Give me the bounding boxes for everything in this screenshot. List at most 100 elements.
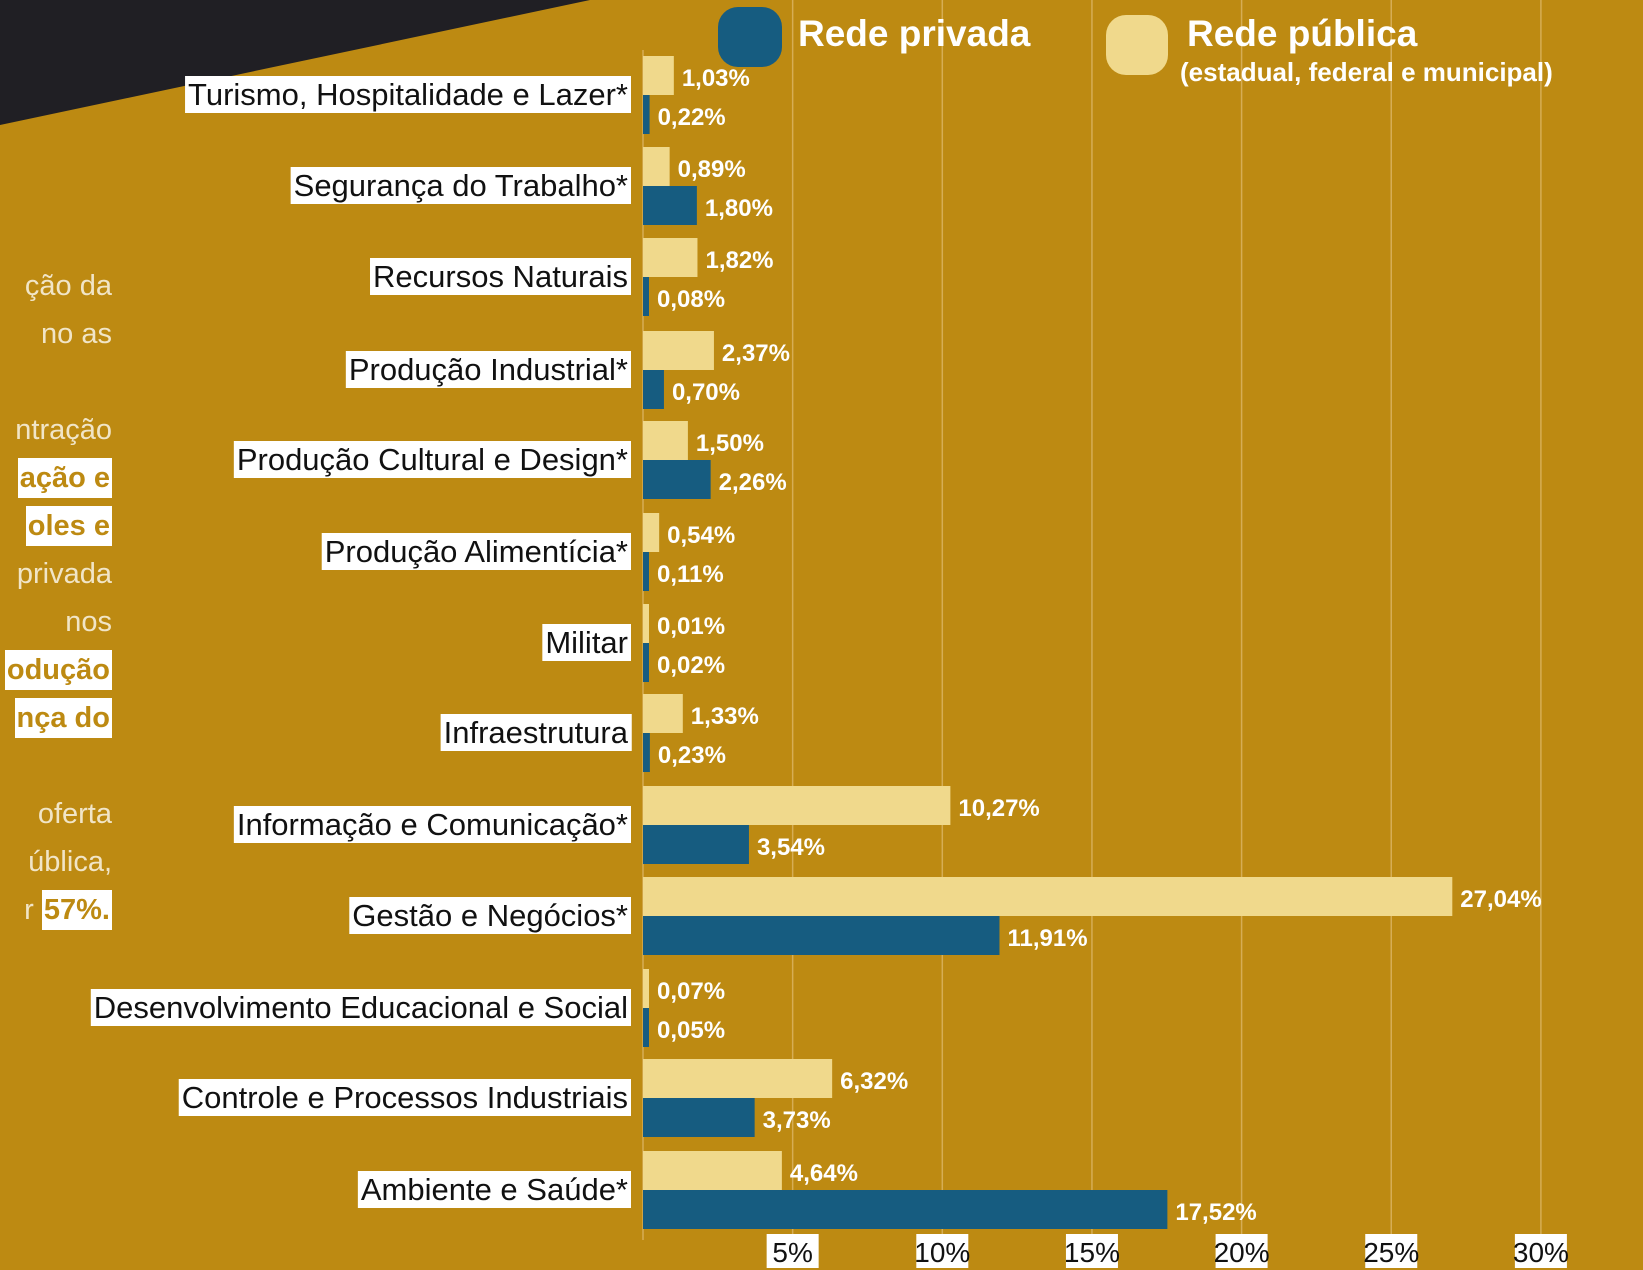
category-label-bg (440, 714, 632, 751)
text-line: ública, (0, 838, 112, 886)
value-label-privada: 0,08% (657, 286, 725, 313)
category-label: Turismo, Hospitalidade e Lazer* (188, 77, 628, 112)
bar-rede-publica (643, 694, 683, 733)
category-label: Recursos Naturais (373, 259, 628, 294)
category-label: Informação e Comunicação* (237, 807, 628, 842)
category-label-bg (290, 167, 631, 204)
value-label-privada: 0,11% (657, 561, 724, 588)
text-line: nos (0, 598, 112, 646)
text-line: odução (0, 646, 112, 694)
category-label-bg (185, 76, 631, 113)
bar-rede-privada (643, 460, 711, 499)
highlighted-text: 57%. (41, 890, 112, 930)
category-label: Produção Industrial* (349, 352, 628, 387)
highlighted-text: oles e (25, 506, 112, 546)
text-line: oles e (0, 502, 112, 550)
bar-rede-publica (643, 877, 1453, 916)
value-label-privada: 0,70% (672, 379, 740, 406)
text-line: oferta (0, 790, 112, 838)
category-label: Segurança do Trabalho* (294, 168, 628, 203)
value-label-publica: 0,89% (678, 156, 746, 183)
text-line: ção da (0, 262, 112, 310)
value-label-privada: 2,26% (719, 469, 787, 496)
bar-rede-privada (643, 186, 697, 225)
x-tick-label: 20% (1214, 1237, 1270, 1268)
category-label: Ambiente e Saúde* (361, 1172, 628, 1207)
value-label-privada: 0,23% (658, 742, 726, 769)
bar-rede-publica (643, 421, 688, 460)
text-line: privada (0, 550, 112, 598)
text-line-prefix: r (24, 894, 42, 926)
text-fragment: ública, (28, 846, 112, 878)
category-label: Produção Cultural e Design* (237, 442, 628, 477)
legend-label-privada: Rede privada (798, 13, 1031, 54)
value-label-publica: 10,27% (958, 795, 1039, 822)
tick-label-bg (916, 1234, 969, 1268)
bar-rede-publica (643, 604, 649, 643)
value-label-publica: 1,82% (705, 247, 773, 274)
highlighted-text: ação e (17, 458, 112, 498)
dark-corner-shape (0, 0, 590, 125)
text-fragment: privada (16, 558, 112, 590)
highlighted-text: odução (4, 650, 112, 690)
tick-label-bg (766, 1234, 819, 1268)
tick-label-bg (1065, 1234, 1118, 1268)
category-label: Controle e Processos Industriais (182, 1080, 628, 1115)
category-label: Gestão e Negócios* (352, 898, 628, 933)
bar-rede-privada (643, 370, 664, 409)
legend-label-publica: Rede pública (1187, 13, 1418, 54)
value-label-publica: 0,07% (657, 978, 725, 1005)
cropped-body-text: ção da no as ntração ação e oles e privada nos… (0, 262, 112, 934)
value-label-publica: 2,37% (722, 340, 790, 367)
legend-swatch-privada (718, 7, 782, 67)
value-label-privada: 3,73% (763, 1107, 831, 1134)
bar-rede-publica (643, 969, 649, 1008)
bar-rede-privada (643, 1190, 1168, 1229)
value-label-publica: 27,04% (1460, 886, 1541, 913)
text-fragment: nos (65, 606, 112, 638)
value-label-publica: 0,01% (657, 613, 725, 640)
text-fragment: ção da (24, 270, 112, 302)
x-tick-label: 10% (914, 1237, 970, 1268)
tick-label-bg (1215, 1234, 1268, 1268)
tick-label-bg (1365, 1234, 1418, 1268)
bar-rede-privada (643, 825, 749, 864)
category-label: Desenvolvimento Educacional e Social (94, 990, 628, 1025)
category-label-bg (345, 351, 631, 388)
text-line: ação e (0, 454, 112, 502)
x-tick-label: 30% (1513, 1237, 1569, 1268)
category-label-bg (233, 806, 631, 843)
text-fragment: ntração (15, 414, 112, 446)
value-label-publica: 4,64% (790, 1160, 858, 1187)
category-label: Infraestrutura (444, 715, 629, 750)
category-label-bg (542, 624, 631, 661)
value-label-privada: 1,80% (705, 195, 773, 222)
value-label-privada: 17,52% (1175, 1199, 1256, 1226)
value-label-privada: 11,91% (1007, 925, 1087, 952)
category-label-bg (357, 1171, 631, 1208)
value-label-publica: 0,54% (667, 522, 735, 549)
bar-rede-privada (643, 916, 1000, 955)
bar-rede-privada (643, 1008, 649, 1047)
bar-rede-privada (643, 95, 650, 134)
bar-rede-publica (643, 56, 674, 95)
x-tick-label: 25% (1363, 1237, 1419, 1268)
tick-label-bg (1514, 1234, 1567, 1268)
bar-rede-privada (643, 1098, 755, 1137)
bar-rede-publica (643, 786, 951, 825)
bar-rede-privada (643, 643, 649, 682)
category-label-bg (90, 989, 631, 1026)
category-label-bg (321, 533, 631, 570)
text-line: ntração (0, 406, 112, 454)
text-line: no as (0, 310, 112, 358)
bar-rede-publica (643, 147, 670, 186)
text-fragment: no as (41, 318, 112, 350)
bar-rede-publica (643, 1151, 782, 1190)
category-label: Militar (545, 625, 628, 660)
bar-rede-publica (643, 238, 698, 277)
text-fragment: oferta (37, 798, 112, 830)
legend-sublabel-publica: (estadual, federal e municipal) (1180, 57, 1553, 87)
bar-rede-privada (643, 733, 650, 772)
highlighted-text: nça do (14, 698, 112, 738)
